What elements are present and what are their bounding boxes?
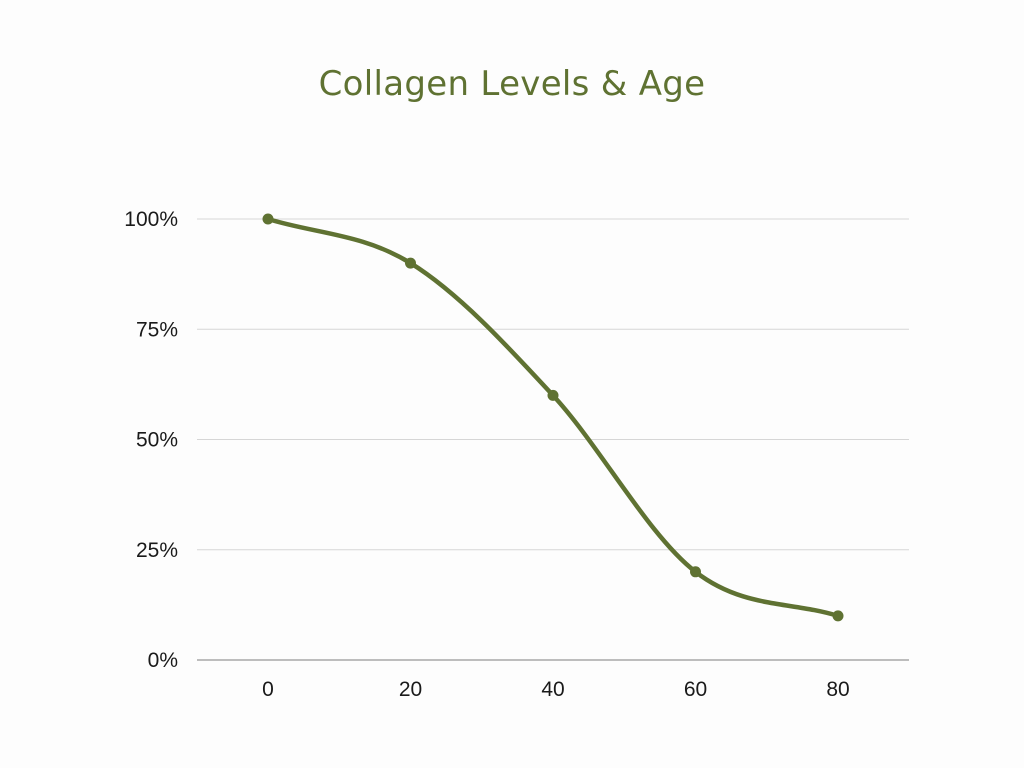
y-tick-label: 25% [136,539,178,562]
y-tick-label: 50% [136,429,178,452]
x-tick-labels: 0 20 40 60 80 [262,678,850,701]
x-tick-label: 0 [262,678,274,701]
data-point [262,213,274,225]
y-tick-label: 100% [124,208,178,231]
series-line [265,216,841,619]
data-point [405,257,416,269]
data-point [690,566,701,578]
y-tick-label: 75% [136,318,178,341]
x-tick-label: 60 [684,678,707,701]
x-tick-label: 80 [826,678,849,701]
data-point [832,610,844,622]
x-tick-label: 20 [399,678,422,701]
series-collagen [262,213,844,622]
chart-title: Collagen Levels & Age [318,64,706,104]
data-point [547,389,559,401]
y-tick-labels: 0% 25% 50% 75% 100% [124,208,178,672]
y-tick-label: 0% [148,649,178,672]
x-tick-label: 40 [541,678,564,701]
grid-lines [197,218,909,551]
